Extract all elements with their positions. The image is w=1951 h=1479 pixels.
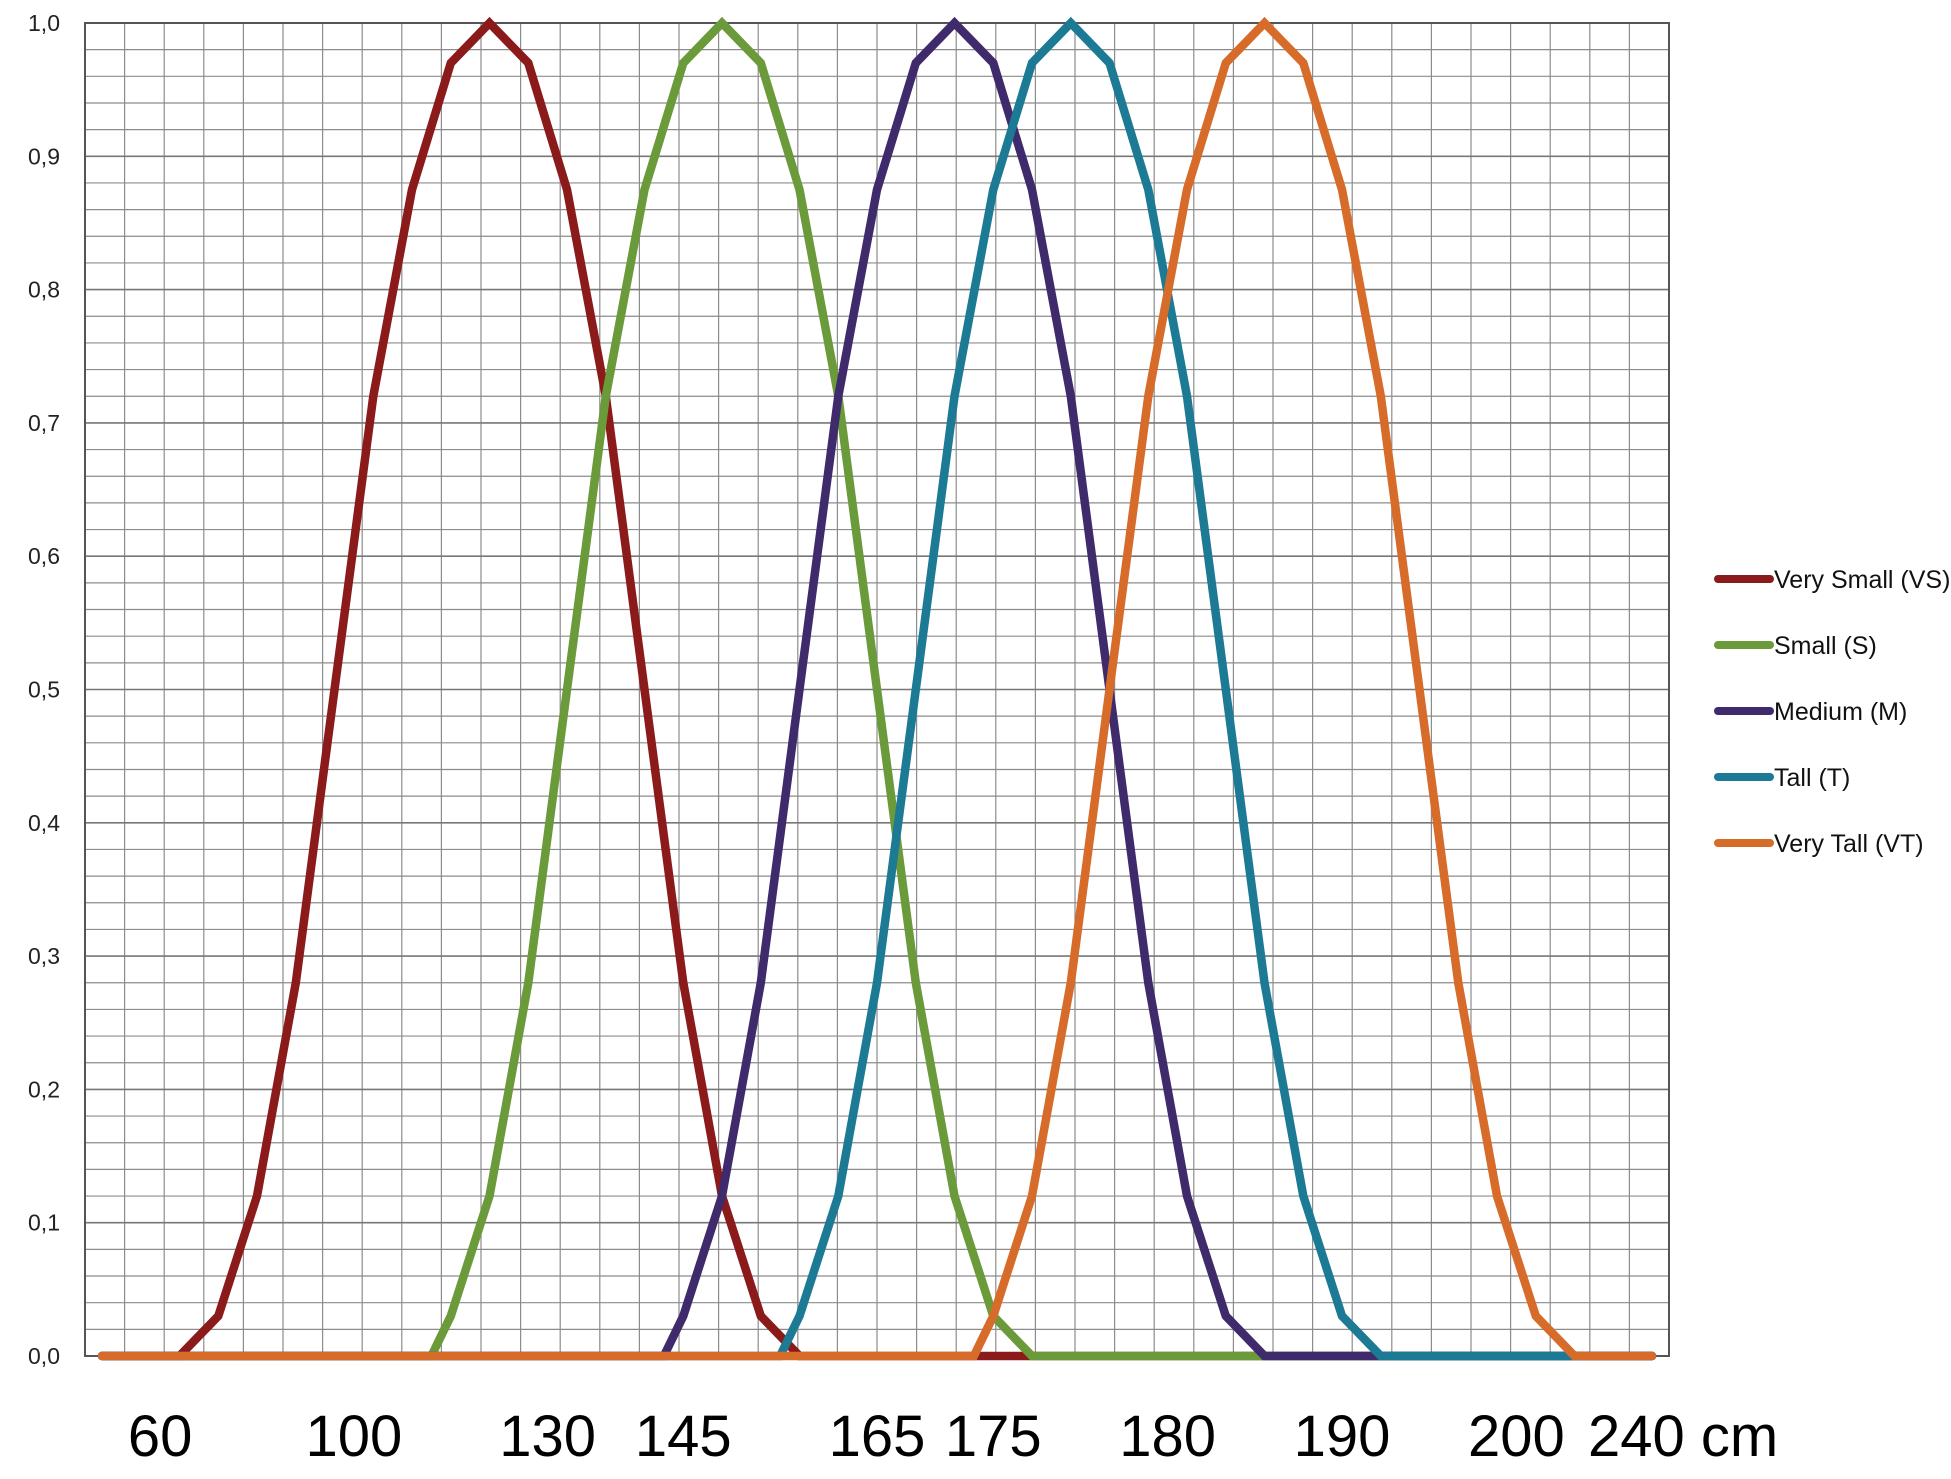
x-axis: 60 100 130 145 165 175 180 190 200 240 cm <box>128 1404 1778 1469</box>
legend-label: Small (S) <box>1774 632 1877 660</box>
y-tick-label: 0,8 <box>28 277 60 303</box>
y-tick-label: 0,1 <box>28 1210 60 1236</box>
legend-label: Very Tall (VT) <box>1774 830 1924 858</box>
y-tick-label: 0,3 <box>28 943 60 969</box>
legend: Very Small (VS) Small (S) Medium (M) Tall (… <box>1714 566 1950 858</box>
y-tick-label: 0,4 <box>28 810 60 836</box>
y-tick-label: 0,0 <box>28 1343 60 1369</box>
x-tick-label: 200 <box>1468 1404 1565 1469</box>
x-tick-label: 240 cm <box>1588 1404 1778 1469</box>
x-tick-label: 175 <box>945 1404 1042 1469</box>
y-tick-label: 0,5 <box>28 677 60 703</box>
x-tick-label: 100 <box>305 1404 402 1469</box>
series-line-3 <box>97 16 1657 1361</box>
y-tick-label: 0,2 <box>28 1076 60 1102</box>
y-tick-label: 0,7 <box>28 410 60 436</box>
y-tick-label: 0,6 <box>28 543 60 569</box>
x-tick-label: 165 <box>829 1404 926 1469</box>
x-tick-label: 145 <box>635 1404 732 1469</box>
y-tick-label: 1,0 <box>28 10 60 36</box>
x-tick-label: 190 <box>1294 1404 1391 1469</box>
legend-label: Medium (M) <box>1774 698 1907 726</box>
x-tick-label: 180 <box>1119 1404 1216 1469</box>
x-tick-label: 60 <box>128 1404 193 1469</box>
series-line-4 <box>97 16 1657 1361</box>
legend-label: Very Small (VS) <box>1774 566 1950 594</box>
legend-label: Tall (T) <box>1774 764 1850 792</box>
series-group <box>97 16 1657 1361</box>
x-tick-label: 130 <box>499 1404 596 1469</box>
y-tick-label: 0,9 <box>28 143 60 169</box>
series-line-2 <box>97 16 1657 1361</box>
y-axis: 0,0 0,1 0,2 0,3 0,4 0,5 0,6 0,7 0,8 0,9 1,0 <box>28 10 60 1369</box>
series-line-5 <box>97 16 1657 1361</box>
